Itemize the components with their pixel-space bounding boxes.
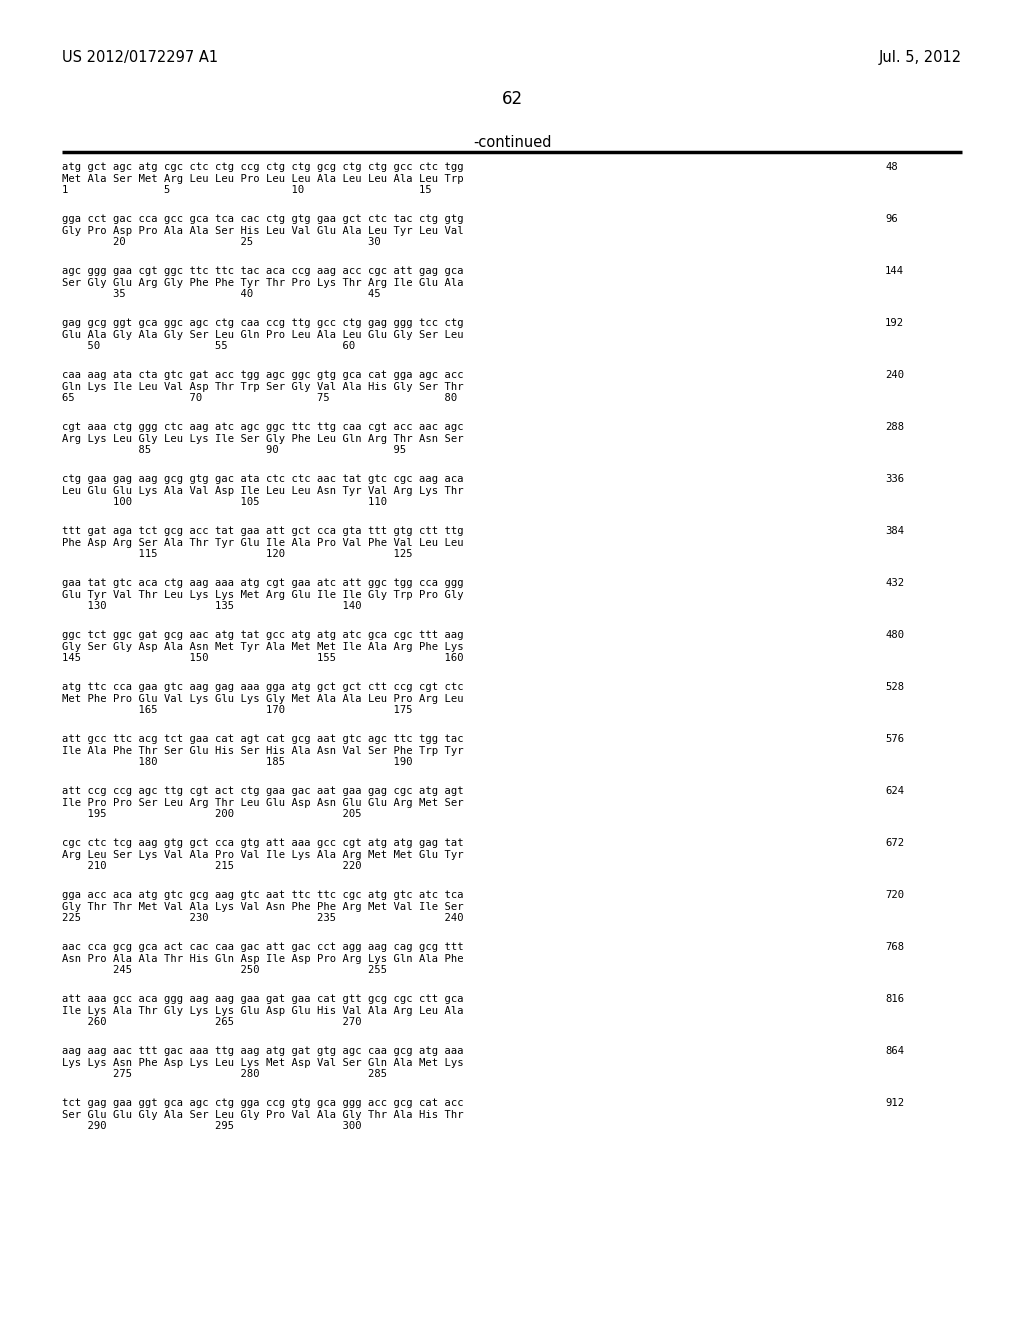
- Text: Jul. 5, 2012: Jul. 5, 2012: [879, 50, 962, 65]
- Text: agc ggg gaa cgt ggc ttc ttc tac aca ccg aag acc cgc att gag gca: agc ggg gaa cgt ggc ttc ttc tac aca ccg …: [62, 267, 464, 276]
- Text: 85                  90                  95: 85 90 95: [62, 445, 407, 455]
- Text: 165                 170                 175: 165 170 175: [62, 705, 413, 715]
- Text: atg ttc cca gaa gtc aag gag aaa gga atg gct gct ctt ccg cgt ctc: atg ttc cca gaa gtc aag gag aaa gga atg …: [62, 682, 464, 692]
- Text: 816: 816: [885, 994, 904, 1005]
- Text: 1               5                   10                  15: 1 5 10 15: [62, 185, 432, 195]
- Text: att gcc ttc acg tct gaa cat agt cat gcg aat gtc agc ttc tgg tac: att gcc ttc acg tct gaa cat agt cat gcg …: [62, 734, 464, 744]
- Text: 245                 250                 255: 245 250 255: [62, 965, 387, 975]
- Text: 290                 295                 300: 290 295 300: [62, 1121, 361, 1131]
- Text: -continued: -continued: [473, 135, 551, 150]
- Text: Ile Pro Pro Ser Leu Arg Thr Leu Glu Asp Asn Glu Glu Arg Met Ser: Ile Pro Pro Ser Leu Arg Thr Leu Glu Asp …: [62, 797, 464, 808]
- Text: Gly Thr Thr Met Val Ala Lys Val Asn Phe Phe Arg Met Val Ile Ser: Gly Thr Thr Met Val Ala Lys Val Asn Phe …: [62, 902, 464, 912]
- Text: 195                 200                 205: 195 200 205: [62, 809, 361, 818]
- Text: 336: 336: [885, 474, 904, 484]
- Text: 288: 288: [885, 422, 904, 432]
- Text: Gly Ser Gly Asp Ala Asn Met Tyr Ala Met Met Ile Ala Arg Phe Lys: Gly Ser Gly Asp Ala Asn Met Tyr Ala Met …: [62, 642, 464, 652]
- Text: 48: 48: [885, 162, 898, 172]
- Text: Asn Pro Ala Ala Thr His Gln Asp Ile Asp Pro Arg Lys Gln Ala Phe: Asn Pro Ala Ala Thr His Gln Asp Ile Asp …: [62, 953, 464, 964]
- Text: 768: 768: [885, 942, 904, 952]
- Text: Ser Gly Glu Arg Gly Phe Phe Tyr Thr Pro Lys Thr Arg Ile Glu Ala: Ser Gly Glu Arg Gly Phe Phe Tyr Thr Pro …: [62, 277, 464, 288]
- Text: 720: 720: [885, 890, 904, 900]
- Text: tct gag gaa ggt gca agc ctg gga ccg gtg gca ggg acc gcg cat acc: tct gag gaa ggt gca agc ctg gga ccg gtg …: [62, 1098, 464, 1107]
- Text: 145                 150                 155                 160: 145 150 155 160: [62, 653, 464, 663]
- Text: 100                 105                 110: 100 105 110: [62, 498, 387, 507]
- Text: Lys Lys Asn Phe Asp Lys Leu Lys Met Asp Val Ser Gln Ala Met Lys: Lys Lys Asn Phe Asp Lys Leu Lys Met Asp …: [62, 1057, 464, 1068]
- Text: 260                 265                 270: 260 265 270: [62, 1016, 361, 1027]
- Text: 35                  40                  45: 35 40 45: [62, 289, 381, 300]
- Text: 96: 96: [885, 214, 898, 224]
- Text: gga cct gac cca gcc gca tca cac ctg gtg gaa gct ctc tac ctg gtg: gga cct gac cca gcc gca tca cac ctg gtg …: [62, 214, 464, 224]
- Text: cgc ctc tcg aag gtg gct cca gtg att aaa gcc cgt atg atg gag tat: cgc ctc tcg aag gtg gct cca gtg att aaa …: [62, 838, 464, 847]
- Text: 275                 280                 285: 275 280 285: [62, 1069, 387, 1078]
- Text: 115                 120                 125: 115 120 125: [62, 549, 413, 558]
- Text: Ile Ala Phe Thr Ser Glu His Ser His Ala Asn Val Ser Phe Trp Tyr: Ile Ala Phe Thr Ser Glu His Ser His Ala …: [62, 746, 464, 755]
- Text: caa aag ata cta gtc gat acc tgg agc ggc gtg gca cat gga agc acc: caa aag ata cta gtc gat acc tgg agc ggc …: [62, 370, 464, 380]
- Text: 192: 192: [885, 318, 904, 327]
- Text: ctg gaa gag aag gcg gtg gac ata ctc ctc aac tat gtc cgc aag aca: ctg gaa gag aag gcg gtg gac ata ctc ctc …: [62, 474, 464, 484]
- Text: gga acc aca atg gtc gcg aag gtc aat ttc ttc cgc atg gtc atc tca: gga acc aca atg gtc gcg aag gtc aat ttc …: [62, 890, 464, 900]
- Text: Gly Pro Asp Pro Ala Ala Ser His Leu Val Glu Ala Leu Tyr Leu Val: Gly Pro Asp Pro Ala Ala Ser His Leu Val …: [62, 226, 464, 235]
- Text: Glu Tyr Val Thr Leu Lys Lys Met Arg Glu Ile Ile Gly Trp Pro Gly: Glu Tyr Val Thr Leu Lys Lys Met Arg Glu …: [62, 590, 464, 599]
- Text: aac cca gcg gca act cac caa gac att gac cct agg aag cag gcg ttt: aac cca gcg gca act cac caa gac att gac …: [62, 942, 464, 952]
- Text: 432: 432: [885, 578, 904, 587]
- Text: 210                 215                 220: 210 215 220: [62, 861, 361, 871]
- Text: aag aag aac ttt gac aaa ttg aag atg gat gtg agc caa gcg atg aaa: aag aag aac ttt gac aaa ttg aag atg gat …: [62, 1045, 464, 1056]
- Text: 528: 528: [885, 682, 904, 692]
- Text: US 2012/0172297 A1: US 2012/0172297 A1: [62, 50, 218, 65]
- Text: atg gct agc atg cgc ctc ctg ccg ctg ctg gcg ctg ctg gcc ctc tgg: atg gct agc atg cgc ctc ctg ccg ctg ctg …: [62, 162, 464, 172]
- Text: Met Ala Ser Met Arg Leu Leu Pro Leu Leu Ala Leu Leu Ala Leu Trp: Met Ala Ser Met Arg Leu Leu Pro Leu Leu …: [62, 173, 464, 183]
- Text: Met Phe Pro Glu Val Lys Glu Lys Gly Met Ala Ala Leu Pro Arg Leu: Met Phe Pro Glu Val Lys Glu Lys Gly Met …: [62, 693, 464, 704]
- Text: gag gcg ggt gca ggc agc ctg caa ccg ttg gcc ctg gag ggg tcc ctg: gag gcg ggt gca ggc agc ctg caa ccg ttg …: [62, 318, 464, 327]
- Text: 384: 384: [885, 525, 904, 536]
- Text: 65                  70                  75                  80: 65 70 75 80: [62, 393, 458, 403]
- Text: Gln Lys Ile Leu Val Asp Thr Trp Ser Gly Val Ala His Gly Ser Thr: Gln Lys Ile Leu Val Asp Thr Trp Ser Gly …: [62, 381, 464, 392]
- Text: ttt gat aga tct gcg acc tat gaa att gct cca gta ttt gtg ctt ttg: ttt gat aga tct gcg acc tat gaa att gct …: [62, 525, 464, 536]
- Text: 130                 135                 140: 130 135 140: [62, 601, 361, 611]
- Text: 20                  25                  30: 20 25 30: [62, 238, 381, 247]
- Text: Glu Ala Gly Ala Gly Ser Leu Gln Pro Leu Ala Leu Glu Gly Ser Leu: Glu Ala Gly Ala Gly Ser Leu Gln Pro Leu …: [62, 330, 464, 339]
- Text: 480: 480: [885, 630, 904, 640]
- Text: 180                 185                 190: 180 185 190: [62, 756, 413, 767]
- Text: Ile Lys Ala Thr Gly Lys Lys Glu Asp Glu His Val Ala Arg Leu Ala: Ile Lys Ala Thr Gly Lys Lys Glu Asp Glu …: [62, 1006, 464, 1015]
- Text: 50                  55                  60: 50 55 60: [62, 341, 355, 351]
- Text: att ccg ccg agc ttg cgt act ctg gaa gac aat gaa gag cgc atg agt: att ccg ccg agc ttg cgt act ctg gaa gac …: [62, 785, 464, 796]
- Text: 672: 672: [885, 838, 904, 847]
- Text: 225                 230                 235                 240: 225 230 235 240: [62, 913, 464, 923]
- Text: gaa tat gtc aca ctg aag aaa atg cgt gaa atc att ggc tgg cca ggg: gaa tat gtc aca ctg aag aaa atg cgt gaa …: [62, 578, 464, 587]
- Text: 912: 912: [885, 1098, 904, 1107]
- Text: att aaa gcc aca ggg aag aag gaa gat gaa cat gtt gcg cgc ctt gca: att aaa gcc aca ggg aag aag gaa gat gaa …: [62, 994, 464, 1005]
- Text: 624: 624: [885, 785, 904, 796]
- Text: Arg Lys Leu Gly Leu Lys Ile Ser Gly Phe Leu Gln Arg Thr Asn Ser: Arg Lys Leu Gly Leu Lys Ile Ser Gly Phe …: [62, 433, 464, 444]
- Text: Arg Leu Ser Lys Val Ala Pro Val Ile Lys Ala Arg Met Met Glu Tyr: Arg Leu Ser Lys Val Ala Pro Val Ile Lys …: [62, 850, 464, 859]
- Text: 62: 62: [502, 90, 522, 108]
- Text: Ser Glu Glu Gly Ala Ser Leu Gly Pro Val Ala Gly Thr Ala His Thr: Ser Glu Glu Gly Ala Ser Leu Gly Pro Val …: [62, 1110, 464, 1119]
- Text: Leu Glu Glu Lys Ala Val Asp Ile Leu Leu Asn Tyr Val Arg Lys Thr: Leu Glu Glu Lys Ala Val Asp Ile Leu Leu …: [62, 486, 464, 495]
- Text: ggc tct ggc gat gcg aac atg tat gcc atg atg atc gca cgc ttt aag: ggc tct ggc gat gcg aac atg tat gcc atg …: [62, 630, 464, 640]
- Text: cgt aaa ctg ggg ctc aag atc agc ggc ttc ttg caa cgt acc aac agc: cgt aaa ctg ggg ctc aag atc agc ggc ttc …: [62, 422, 464, 432]
- Text: 144: 144: [885, 267, 904, 276]
- Text: 576: 576: [885, 734, 904, 744]
- Text: Phe Asp Arg Ser Ala Thr Tyr Glu Ile Ala Pro Val Phe Val Leu Leu: Phe Asp Arg Ser Ala Thr Tyr Glu Ile Ala …: [62, 537, 464, 548]
- Text: 864: 864: [885, 1045, 904, 1056]
- Text: 240: 240: [885, 370, 904, 380]
